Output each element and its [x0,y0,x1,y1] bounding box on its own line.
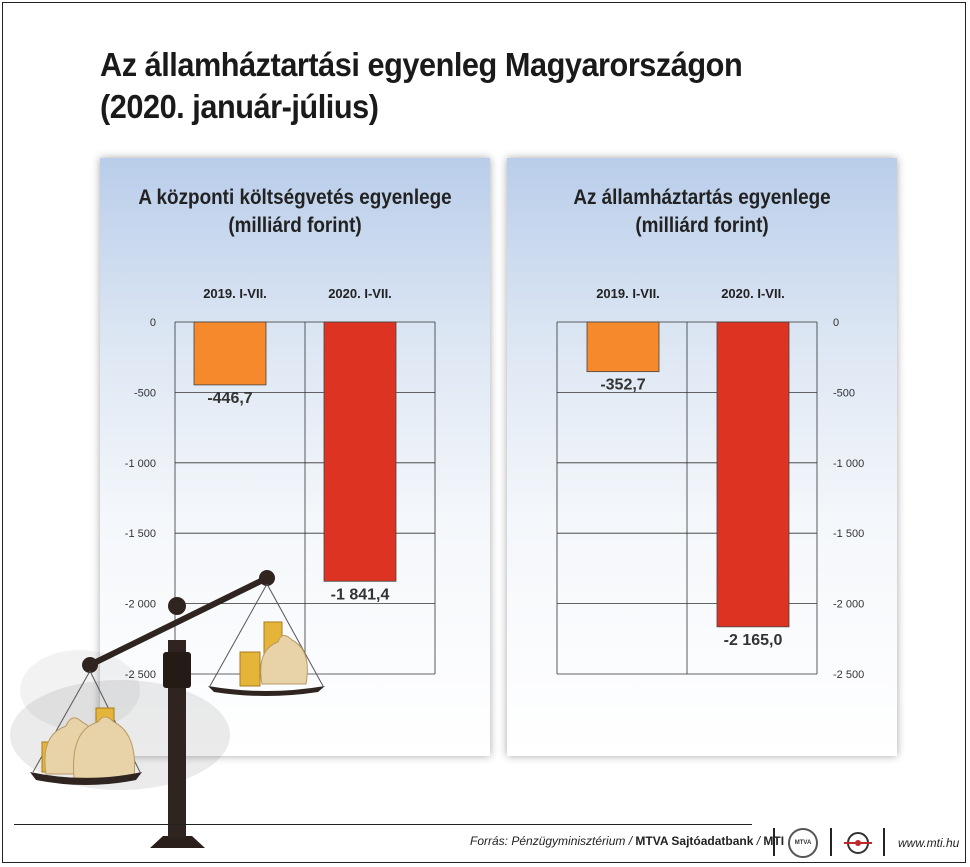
data-label: -352,7 [600,377,645,394]
chart-layer: 0 -500 -1 000 -1 500 -2 000 -2 500 -446,7 2019.… [125,286,864,681]
footer-separator [773,828,775,856]
chart-1: 0 -500 -1 000 -1 500 -2 000 -2 500 -352,7 2019.… [556,286,864,681]
main-title-line1: Az államháztartási egyenleg Magyarország… [100,46,743,83]
y-tick-label: -1 500 [833,528,864,540]
balance-scale-illustration [10,570,325,848]
bar [716,321,790,628]
y-tick-label: -1 000 [833,458,864,470]
chart-title-line2: (milliárd forint) [228,214,362,237]
data-label: -1 841,4 [331,586,390,603]
y-tick-label: -1 000 [125,458,156,470]
y-tick-label: -2 500 [833,669,864,681]
data-label: -446,7 [207,390,252,407]
category-label: 2019. I-VII. [203,286,267,301]
chart-panel-public-finance: Az államháztartás egyenlege (milliárd fo… [507,158,897,756]
y-tick-label: -2 000 [833,599,864,611]
y-tick-label: -1 500 [125,528,156,540]
data-label: -2 165,0 [724,632,783,649]
mti-logo-icon [844,832,872,854]
website-link[interactable]: www.mti.hu [898,836,960,850]
footer-source: Forrás: Pénzügyminisztérium / MTVA Sajtó… [470,834,784,848]
category-label: 2020. I-VII. [721,286,785,301]
y-tick-label: -2 500 [125,669,156,681]
y-tick-label: -2 000 [125,599,156,611]
footer-divider [14,824,752,825]
category-label: 2020. I-VII. [328,286,392,301]
source-separator: / [753,834,764,848]
bar [323,321,397,582]
bar [586,321,660,373]
y-tick-label: -500 [134,387,156,399]
main-title: Az államháztartási egyenleg Magyarország… [100,44,743,128]
footer-separator [883,828,885,856]
source-text: Forrás: Pénzügyminisztérium / [470,834,636,848]
chart-title-line1: Az államháztartás egyenlege [573,186,831,209]
chart-title-line2: (milliárd forint) [635,214,769,237]
y-tick-label: -500 [833,387,855,399]
mtva-logo-icon: MTVA [788,828,818,858]
chart-title-central-budget: A központi költségvetés egyenlege (milli… [120,184,471,240]
chart-title-line1: A központi költségvetés egyenlege [138,186,452,209]
bar [193,321,267,386]
footer-separator [830,828,832,856]
category-label: 2019. I-VII. [596,286,660,301]
y-tick-label: 0 [833,317,839,329]
chart-title-public-finance: Az államháztartás egyenlege (milliárd fo… [527,184,878,240]
chart-0: 0 -500 -1 000 -1 500 -2 000 -2 500 -446,7 2019.… [125,286,436,681]
agency-name: MTVA Sajtóadatbank [635,834,754,848]
y-tick-label: 0 [150,317,156,329]
main-title-line2: (2020. január-július) [100,88,379,125]
